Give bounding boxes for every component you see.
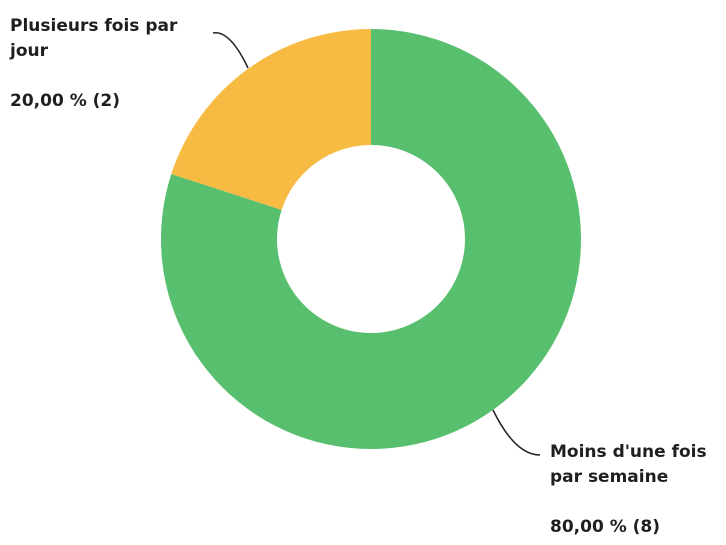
category-label: Moins d'une fois par semaine xyxy=(550,442,707,487)
value-label: 80,00 % (8) xyxy=(550,517,661,537)
value-label: 20,00 % (2) xyxy=(10,91,121,111)
donut-slice xyxy=(161,29,582,449)
donut-slice xyxy=(171,29,371,210)
leader-line xyxy=(492,409,541,456)
slice-label: Moins d'une fois par semaine 80,00 % (8) xyxy=(550,440,725,540)
slice-label: Plusieurs fois par jour 20,00 % (2) xyxy=(10,14,205,114)
leader-line xyxy=(212,32,249,69)
category-label: Plusieurs fois par jour xyxy=(10,16,178,61)
